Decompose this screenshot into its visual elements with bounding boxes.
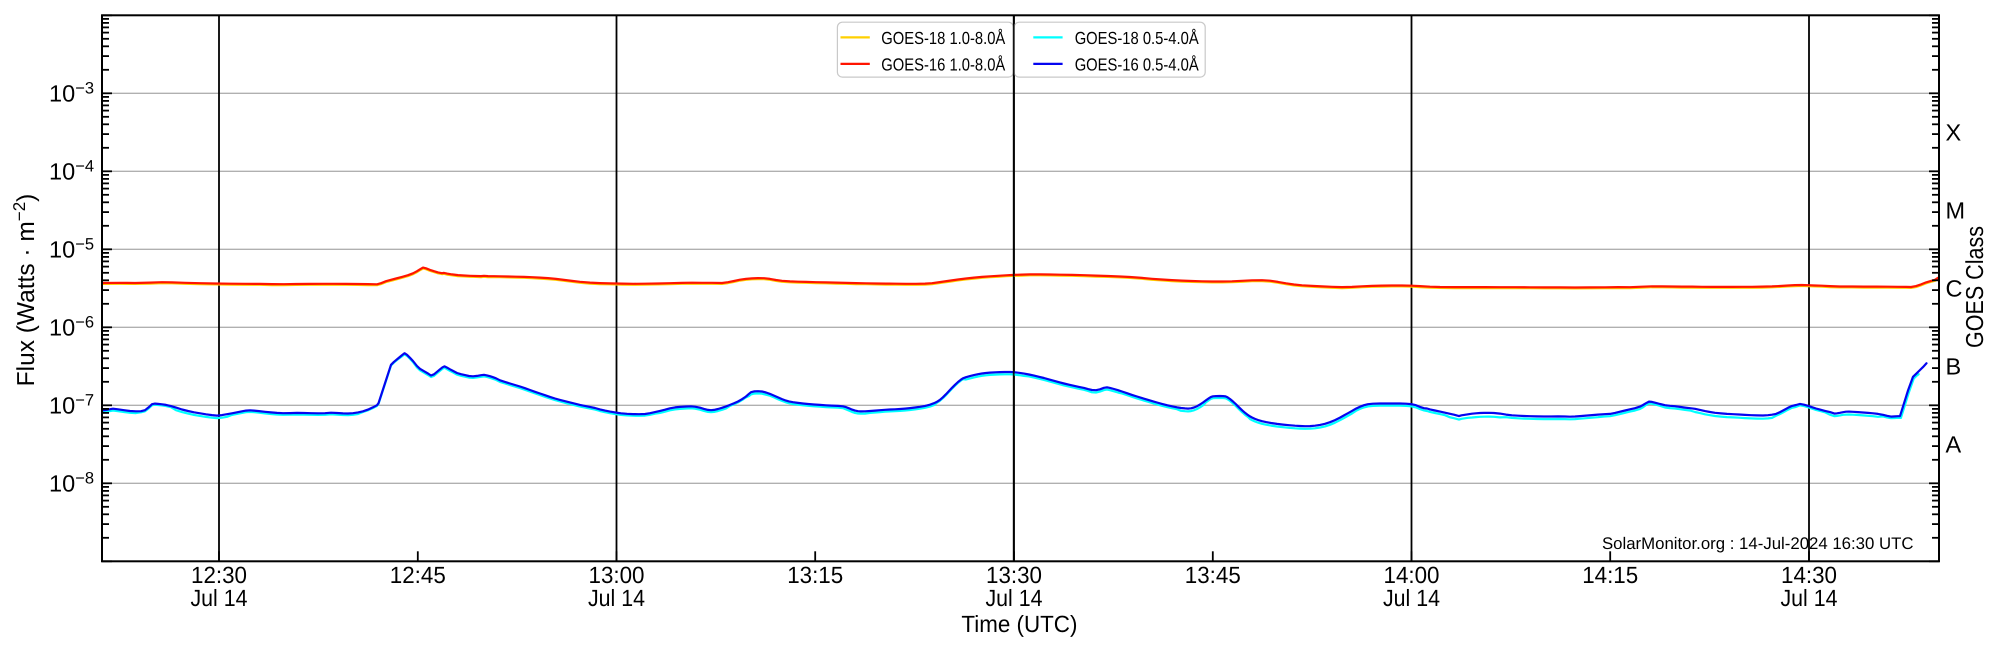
svg-text:GOES Class: GOES Class	[1962, 226, 1989, 348]
svg-text:GOES-16 1.0-8.0Å: GOES-16 1.0-8.0Å	[881, 55, 1005, 75]
svg-text:10−8: 10−8	[49, 469, 94, 496]
svg-text:13:15: 13:15	[787, 562, 843, 588]
svg-text:12:45: 12:45	[390, 562, 446, 588]
svg-text:13:00: 13:00	[589, 562, 645, 588]
svg-text:Jul 14: Jul 14	[588, 585, 645, 611]
svg-text:Jul 14: Jul 14	[1383, 585, 1440, 611]
svg-text:SolarMonitor.org : 14-Jul-2024: SolarMonitor.org : 14-Jul-2024 16:30 UTC	[1602, 534, 1914, 553]
svg-text:13:30: 13:30	[986, 562, 1042, 588]
svg-text:A: A	[1946, 431, 1962, 457]
svg-text:13:45: 13:45	[1185, 562, 1241, 588]
svg-text:X: X	[1946, 119, 1962, 145]
svg-text:GOES-18 1.0-8.0Å: GOES-18 1.0-8.0Å	[881, 28, 1005, 48]
svg-text:Time (UTC): Time (UTC)	[961, 611, 1077, 637]
svg-text:10−3: 10−3	[49, 79, 94, 106]
svg-text:M: M	[1946, 197, 1966, 223]
svg-text:Jul 14: Jul 14	[986, 585, 1043, 611]
svg-text:14:15: 14:15	[1582, 562, 1638, 588]
svg-text:GOES-18 0.5-4.0Å: GOES-18 0.5-4.0Å	[1075, 28, 1199, 48]
svg-text:Jul 14: Jul 14	[1781, 585, 1838, 611]
svg-text:14:30: 14:30	[1781, 562, 1837, 588]
svg-text:B: B	[1946, 353, 1962, 379]
svg-text:12:30: 12:30	[191, 562, 247, 588]
svg-text:Jul 14: Jul 14	[191, 585, 248, 611]
svg-text:GOES-16 0.5-4.0Å: GOES-16 0.5-4.0Å	[1075, 55, 1199, 75]
svg-text:Flux (Watts · m−2): Flux (Watts · m−2)	[10, 194, 40, 387]
svg-text:14:00: 14:00	[1384, 562, 1440, 588]
svg-text:C: C	[1946, 275, 1963, 301]
